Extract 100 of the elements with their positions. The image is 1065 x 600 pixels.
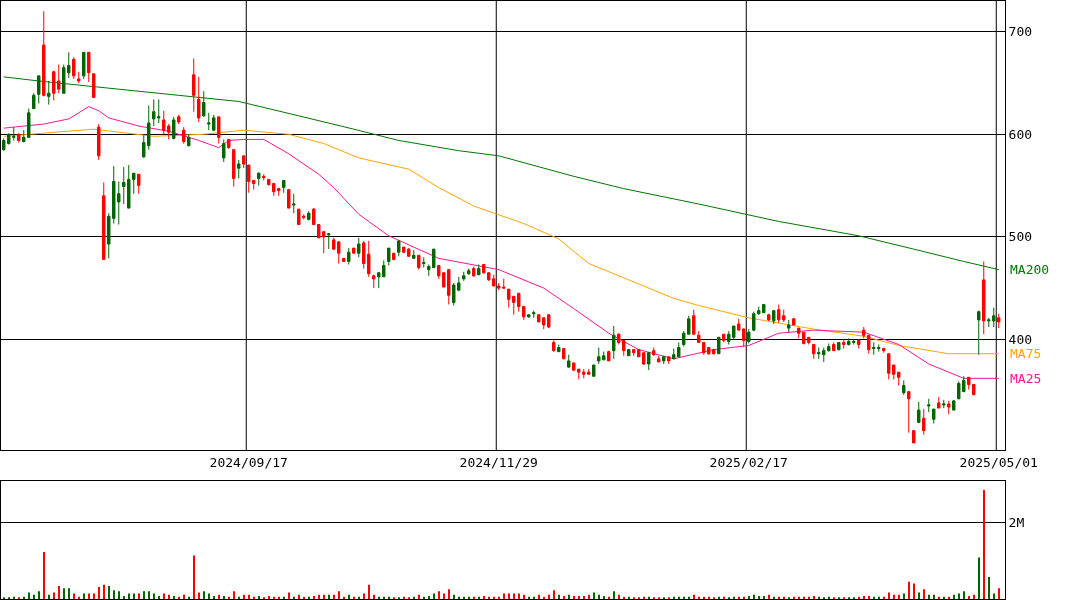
candlestick <box>177 114 181 125</box>
series-label: MA75 <box>1010 346 1042 361</box>
candlestick <box>237 159 241 179</box>
bar <box>978 557 980 599</box>
bar <box>898 594 900 599</box>
bar <box>918 592 920 599</box>
bar <box>963 591 965 599</box>
bar <box>143 591 145 599</box>
candlestick <box>592 364 596 377</box>
candlestick <box>87 51 91 83</box>
candlestick <box>747 328 751 344</box>
candlestick <box>477 264 481 276</box>
bar <box>998 588 1000 599</box>
candlestick <box>97 123 101 161</box>
candlestick <box>927 398 931 413</box>
candlestick <box>842 338 846 350</box>
bar <box>813 595 815 599</box>
candlestick <box>47 80 51 106</box>
candlestick <box>232 149 236 188</box>
bar <box>618 594 620 599</box>
candlestick <box>342 257 346 262</box>
candlestick <box>557 343 561 353</box>
bar <box>483 595 485 599</box>
candlestick <box>77 71 81 84</box>
bar <box>168 594 170 599</box>
candlestick <box>292 193 296 214</box>
bar <box>983 490 985 599</box>
candlestick <box>227 138 231 150</box>
y-tick-label: 600 <box>1008 126 1033 142</box>
bar <box>73 593 75 599</box>
candlestick <box>467 268 471 276</box>
candlestick <box>832 341 836 352</box>
candlestick <box>422 256 426 269</box>
candlestick <box>182 126 186 145</box>
y-tick-label: 400 <box>1008 331 1033 347</box>
bar <box>753 594 755 599</box>
bar <box>103 584 105 599</box>
bar <box>583 595 585 599</box>
candlestick <box>412 249 416 259</box>
bar <box>438 591 440 599</box>
candlestick <box>942 399 946 409</box>
bar <box>193 555 195 599</box>
candlestick <box>837 341 841 352</box>
bar <box>298 594 300 599</box>
bar <box>558 594 560 599</box>
bar <box>248 594 250 599</box>
candlestick <box>387 247 391 267</box>
bar <box>218 594 220 599</box>
candlestick <box>92 73 96 98</box>
candlestick <box>72 56 76 80</box>
bar <box>953 594 955 599</box>
candlestick <box>977 310 981 356</box>
candlestick <box>612 325 616 360</box>
x-tick-label: 2024/11/29 <box>459 454 538 470</box>
bar <box>328 594 330 599</box>
candlestick <box>772 310 776 325</box>
candlestick <box>307 210 311 221</box>
bar <box>98 587 100 599</box>
candlestick <box>462 271 466 282</box>
bar <box>123 595 125 599</box>
bar <box>198 592 200 599</box>
bar <box>318 594 320 599</box>
candlestick <box>952 399 956 411</box>
bar <box>243 594 245 599</box>
bar <box>453 594 455 599</box>
candlestick <box>287 189 291 209</box>
candlestick <box>627 349 631 357</box>
candlestick <box>32 92 36 110</box>
candlestick <box>997 313 1001 329</box>
bar <box>43 552 45 599</box>
candlestick <box>882 348 886 354</box>
candlestick <box>937 396 941 409</box>
candlestick <box>607 350 611 362</box>
candlestick <box>37 75 41 105</box>
candlestick <box>282 179 286 194</box>
bar <box>928 594 930 599</box>
bar <box>268 595 270 599</box>
bar <box>28 592 30 599</box>
bar <box>68 588 70 599</box>
candlestick <box>717 336 721 355</box>
candlestick <box>82 51 86 80</box>
bar <box>368 584 370 599</box>
candlestick <box>857 338 861 350</box>
bar <box>933 594 935 599</box>
candlestick <box>922 408 926 436</box>
bar <box>513 593 515 599</box>
bar <box>83 593 85 599</box>
bar <box>258 595 260 599</box>
bar <box>58 585 60 599</box>
candlestick <box>812 343 816 360</box>
bar <box>223 595 225 599</box>
bar <box>573 595 575 599</box>
bar <box>183 594 185 599</box>
bar <box>363 593 365 599</box>
bar <box>53 592 55 599</box>
bar <box>758 595 760 599</box>
x-tick-label: 2025/05/01 <box>959 454 1038 470</box>
line-series <box>3 106 1000 379</box>
bar <box>418 594 420 599</box>
candlestick <box>647 352 651 371</box>
